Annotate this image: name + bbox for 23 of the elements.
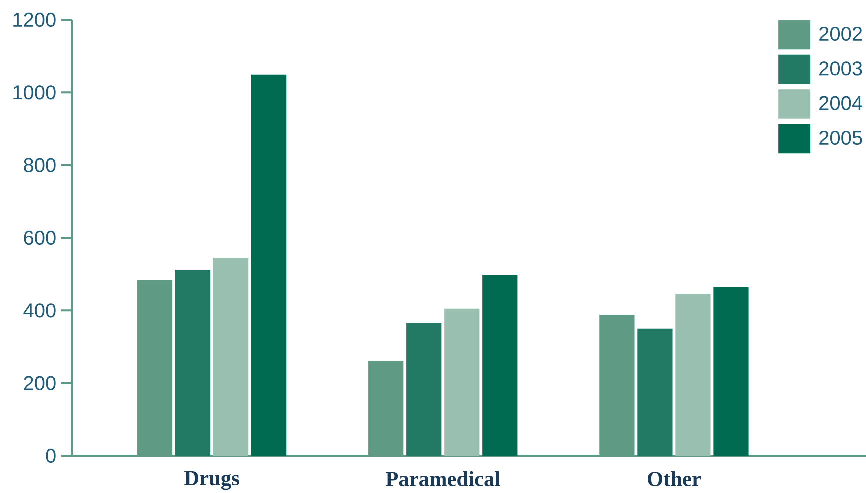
x-tick-label: Other [648,471,702,486]
bar [213,258,249,456]
bar [714,287,749,456]
bar [676,294,711,456]
y-tick-label: 1000 [14,86,56,100]
y-tick-label: 800 [24,158,56,172]
bar [175,270,211,456]
bar [252,74,287,456]
y-tick-label: 400 [24,304,56,318]
bar [638,328,673,456]
legend-label: 2003 [820,62,862,76]
x-tick-label: Paramedical [386,471,500,486]
y-tick-label: 200 [24,376,56,390]
bar [444,308,480,456]
y-tick-label: 0 [46,448,56,464]
y-tick-label: 600 [24,230,56,246]
legend-label: 2005 [820,130,862,146]
x-tick-label: Drugs [184,471,240,490]
bar [406,323,442,456]
legend-label: 2002 [820,26,862,42]
bar [482,275,518,456]
legend-label: 2004 [820,96,862,110]
y-tick-label: 1200 [14,12,56,28]
